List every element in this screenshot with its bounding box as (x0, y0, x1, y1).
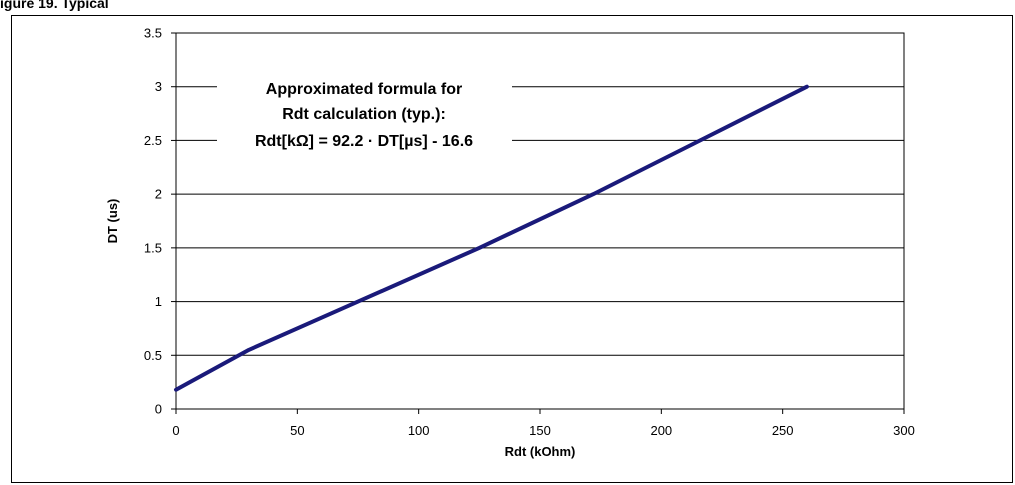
x-tick-label-5: 250 (772, 423, 794, 438)
x-tick-label-1: 50 (290, 423, 304, 438)
x-tick-label-6: 300 (893, 423, 915, 438)
chart-frame: 0 0.5 1 1.5 2 2.5 3 3.5 0 50 100 150 200 250 300 Rdt (k… (11, 15, 1013, 483)
annotation-line-3: Rdt[kΩ] = 92.2 · DT[µs] - 16.6 (255, 133, 473, 150)
annotation-mask (217, 71, 512, 164)
y-tick-label-4: 2 (155, 187, 162, 202)
series-line-0 (174, 84, 809, 392)
figure-caption: igure 19. Typical (0, 0, 109, 11)
y-axis-title: DT (us) (105, 199, 120, 244)
x-tick-label-2: 100 (408, 423, 430, 438)
chart-svg: 0 0.5 1 1.5 2 2.5 3 3.5 0 50 100 150 200 250 300 Rdt (k… (105, 26, 915, 460)
annotation-line-1: Approximated formula for (266, 81, 462, 98)
x-tick-label-3: 150 (529, 423, 551, 438)
y-tick-label-7: 3.5 (144, 26, 162, 41)
plot-area: 0 0.5 1 1.5 2 2.5 3 3.5 0 50 100 150 200 250 300 Rdt (k… (105, 26, 915, 460)
y-tick-label-0: 0 (155, 402, 162, 417)
x-axis-title: Rdt (kOhm) (505, 444, 576, 459)
x-tick-label-4: 200 (650, 423, 672, 438)
y-tick-label-3: 1.5 (144, 240, 162, 255)
y-tick-label-5: 2.5 (144, 133, 162, 148)
y-tick-label-6: 3 (155, 79, 162, 94)
annotation-line-2: Rdt calculation (typ.): (282, 106, 446, 123)
y-tick-label-1: 0.5 (144, 348, 162, 363)
y-tick-label-2: 1 (155, 294, 162, 309)
x-tick-label-0: 0 (172, 423, 179, 438)
